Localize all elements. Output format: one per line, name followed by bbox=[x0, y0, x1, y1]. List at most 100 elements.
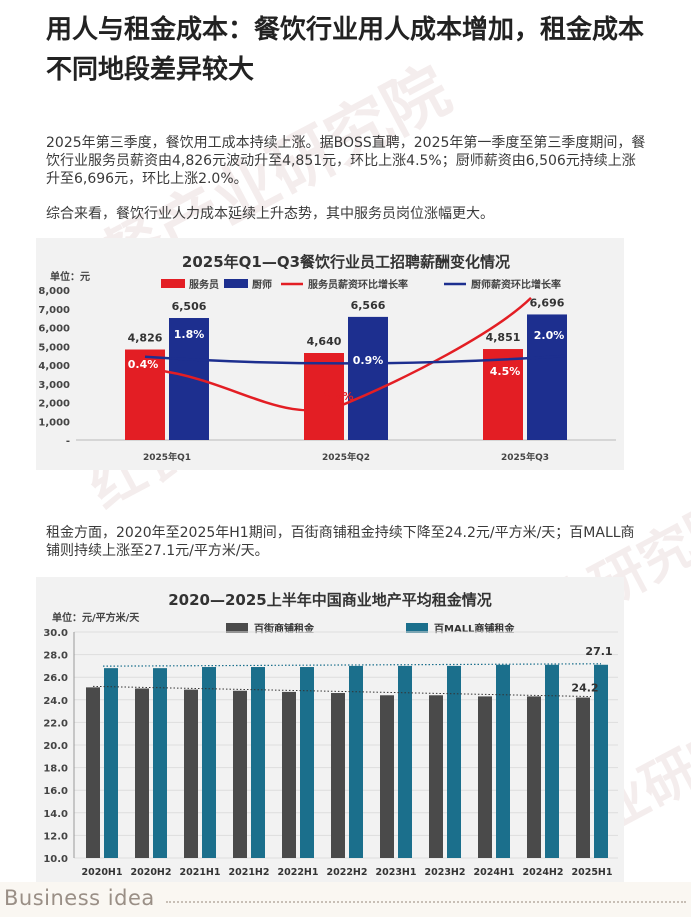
legend-label: 服务员 bbox=[189, 278, 219, 291]
unit-label: 单位：元/平方米/天 bbox=[52, 611, 140, 624]
bar-waiter bbox=[483, 349, 523, 440]
bar-value-label: 4,851 bbox=[486, 331, 521, 344]
bar-street-rent bbox=[527, 696, 541, 858]
y-tick-label: 16.0 bbox=[43, 786, 68, 797]
y-tick-label: 10.0 bbox=[43, 854, 68, 865]
legend-swatch bbox=[224, 279, 248, 288]
legend-label: 服务员薪资环比增长率 bbox=[308, 278, 408, 291]
y-tick-label: 12.0 bbox=[43, 831, 68, 842]
legend-label: 百MALL商铺租金 bbox=[434, 622, 515, 635]
bar-mall-rent bbox=[496, 664, 510, 858]
growth-label-waiter: -3.9% bbox=[318, 390, 353, 403]
bar-mall-rent bbox=[594, 664, 608, 858]
bar-value-label: 6,506 bbox=[172, 300, 207, 313]
y-tick-label: 2,000 bbox=[38, 399, 70, 410]
bar-street-rent bbox=[86, 687, 100, 858]
footer-divider bbox=[166, 901, 686, 903]
growth-label-waiter: 4.5% bbox=[490, 365, 521, 378]
bar-mall-rent bbox=[545, 664, 559, 858]
bar-street-rent bbox=[331, 693, 345, 858]
line-chef-growth bbox=[144, 354, 566, 365]
x-tick-label: 2023H1 bbox=[375, 867, 416, 878]
x-tick-label: 2022H2 bbox=[326, 867, 367, 878]
y-tick-label: 18.0 bbox=[43, 764, 68, 775]
chart-title: 2025年Q1—Q3餐饮行业员工招聘薪酬变化情况 bbox=[182, 253, 510, 271]
paragraph-rent: 租金方面，2020年至2025年H1期间，百街商铺租金持续下降至24.2元/平方… bbox=[46, 525, 635, 559]
y-tick-label: 22.0 bbox=[43, 718, 68, 729]
y-tick-label: 5,000 bbox=[38, 342, 70, 353]
chart-title: 2020—2025上半年中国商业地产平均租金情况 bbox=[168, 591, 492, 609]
x-tick-label: 2023H2 bbox=[424, 867, 465, 878]
y-tick-label: 30.0 bbox=[43, 628, 68, 639]
trend-street bbox=[92, 685, 592, 698]
bar-mall-rent bbox=[202, 667, 216, 858]
paragraph-summary: 综合来看，餐饮行业人力成本延续上升态势，其中服务员岗位涨幅更大。 bbox=[46, 206, 494, 222]
bar-mall-rent bbox=[300, 667, 314, 858]
paragraph-wages: 2025年第三季度，餐饮用工成本持续上涨。据BOSS直聘，2025年第一季度至第… bbox=[46, 135, 646, 187]
rent-chart-svg: 2020—2025上半年中国商业地产平均租金情况单位：元/平方米/天百街商铺租金… bbox=[43, 591, 618, 878]
bar-value-label: 4,640 bbox=[307, 335, 342, 348]
legend-swatch bbox=[161, 279, 185, 288]
y-tick-label: - bbox=[66, 436, 70, 447]
y-tick-label: 8,000 bbox=[38, 286, 70, 297]
bar-street-rent bbox=[380, 695, 394, 858]
bar-chef bbox=[169, 318, 209, 440]
bar-value-label: 4,826 bbox=[128, 332, 163, 345]
x-tick-label: 2021H1 bbox=[179, 867, 220, 878]
y-tick-label: 14.0 bbox=[43, 809, 68, 820]
end-value-label: 24.2 bbox=[571, 682, 598, 695]
footer-bar bbox=[0, 882, 691, 917]
x-tick-label: 2025H1 bbox=[571, 867, 612, 878]
bar-value-label: 6,566 bbox=[351, 299, 386, 312]
end-value-label: 27.1 bbox=[585, 645, 612, 658]
y-tick-label: 6,000 bbox=[38, 324, 70, 335]
y-tick-label: 1,000 bbox=[38, 417, 70, 428]
bar-street-rent bbox=[233, 690, 247, 858]
y-tick-label: 28.0 bbox=[43, 651, 68, 662]
y-tick-label: 26.0 bbox=[43, 673, 68, 684]
legend-label: 厨师 bbox=[252, 278, 272, 291]
rent-chart: 2020—2025上半年中国商业地产平均租金情况单位：元/平方米/天百街商铺租金… bbox=[36, 577, 624, 882]
x-tick-label: 2024H2 bbox=[522, 867, 563, 878]
bar-mall-rent bbox=[104, 668, 118, 858]
line-waiter-growth bbox=[154, 297, 532, 412]
x-tick-label: 2022H1 bbox=[277, 867, 318, 878]
growth-label-chef: 1.8% bbox=[174, 328, 205, 341]
unit-label: 单位：元 bbox=[50, 270, 90, 283]
growth-label-chef: 0.9% bbox=[353, 354, 384, 367]
y-tick-label: 4,000 bbox=[38, 361, 70, 372]
growth-label-waiter: 0.4% bbox=[128, 358, 159, 371]
bar-chef bbox=[348, 316, 388, 440]
x-tick-label: 2025年Q1 bbox=[143, 451, 191, 463]
bar-mall-rent bbox=[153, 668, 167, 858]
bar-mall-rent bbox=[251, 667, 265, 858]
bar-mall-rent bbox=[349, 665, 363, 858]
trend-mall bbox=[102, 663, 602, 667]
bar-mall-rent bbox=[398, 665, 412, 858]
bar-street-rent bbox=[282, 691, 296, 858]
bar-street-rent bbox=[478, 696, 492, 858]
bar-chef bbox=[527, 314, 567, 440]
legend-swatch bbox=[406, 623, 428, 633]
bar-waiter bbox=[125, 349, 165, 440]
legend-label: 厨师薪资环比增长率 bbox=[471, 278, 561, 291]
x-tick-label: 2020H1 bbox=[81, 867, 122, 878]
bar-street-rent bbox=[184, 689, 198, 858]
x-tick-label: 2025年Q3 bbox=[501, 451, 549, 463]
x-tick-label: 2020H2 bbox=[130, 867, 171, 878]
y-tick-label: 24.0 bbox=[43, 696, 68, 707]
footer-brand: Business idea bbox=[4, 886, 155, 910]
x-tick-label: 2025年Q2 bbox=[322, 451, 370, 463]
bar-mall-rent bbox=[447, 665, 461, 858]
x-tick-label: 2021H2 bbox=[228, 867, 269, 878]
wage-chart: 2025年Q1—Q3餐饮行业员工招聘薪酬变化情况单位：元服务员 厨师 服务员薪资环比… bbox=[36, 238, 624, 470]
bar-street-rent bbox=[576, 697, 590, 858]
y-tick-label: 20.0 bbox=[43, 741, 68, 752]
growth-label-chef: 2.0% bbox=[534, 329, 565, 342]
legend-label: 百街商铺租金 bbox=[254, 622, 315, 635]
y-tick-label: 7,000 bbox=[38, 305, 70, 316]
bar-value-label: 6,696 bbox=[530, 296, 565, 309]
legend-swatch bbox=[226, 623, 248, 633]
bar-street-rent bbox=[135, 688, 149, 858]
